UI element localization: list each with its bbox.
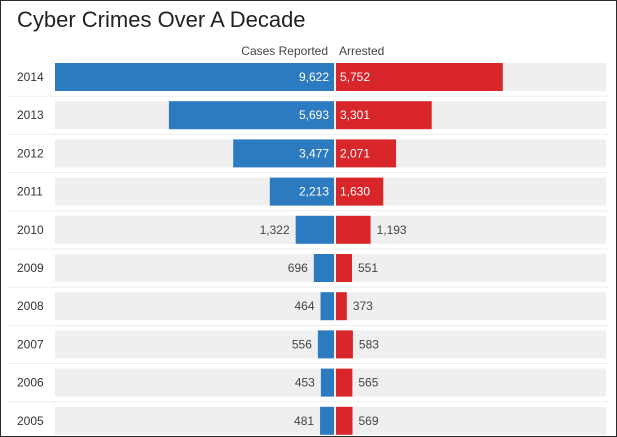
legend-arrested: Arrested [339, 44, 385, 58]
bar-cases-reported [168, 101, 334, 130]
year-label: 2005 [17, 414, 44, 428]
data-label-cases-reported: 1,322 [260, 223, 290, 237]
chart-title: Cyber Crimes Over A Decade [17, 7, 306, 32]
data-label-arrested: 565 [358, 376, 378, 390]
legend-cases-reported: Cases Reported [241, 44, 328, 58]
data-label-cases-reported: 556 [292, 337, 312, 351]
year-label: 2006 [17, 376, 44, 390]
data-label-cases-reported: 3,477 [299, 146, 329, 160]
data-label-arrested: 1,193 [377, 223, 407, 237]
year-label: 2014 [17, 70, 44, 84]
year-label: 2012 [17, 146, 44, 160]
bar-cases-reported [320, 368, 334, 397]
data-label-arrested: 1,630 [340, 185, 370, 199]
data-label-arrested: 551 [358, 261, 378, 275]
bar-cases-reported [313, 254, 334, 282]
bar-arrested [336, 63, 503, 91]
bar-cases-reported [55, 63, 334, 91]
data-label-cases-reported: 9,622 [299, 70, 329, 84]
bar-cases-reported [320, 406, 334, 435]
bar-arrested [336, 177, 384, 206]
data-label-cases-reported: 5,693 [299, 108, 329, 122]
data-label-cases-reported: 481 [294, 414, 314, 428]
bar-arrested [336, 330, 353, 359]
bar-cases-reported [320, 292, 334, 321]
year-label: 2013 [17, 108, 44, 122]
bar-arrested [336, 292, 347, 321]
data-label-arrested: 583 [359, 337, 379, 351]
data-label-cases-reported: 453 [295, 376, 315, 390]
data-label-arrested: 2,071 [340, 146, 370, 160]
bar-arrested [336, 254, 352, 282]
bar-cases-reported [317, 330, 334, 359]
year-label: 2008 [17, 299, 44, 313]
data-label-cases-reported: 696 [288, 261, 308, 275]
data-label-arrested: 373 [353, 299, 373, 313]
bar-arrested [336, 139, 397, 168]
bar-arrested [336, 406, 353, 435]
bar-cases-reported [295, 215, 334, 244]
bar-arrested [336, 215, 371, 244]
bar-arrested [336, 368, 353, 397]
data-label-cases-reported: 464 [295, 299, 315, 313]
bar-cases-reported [233, 139, 334, 168]
data-label-cases-reported: 2,213 [299, 185, 329, 199]
year-label: 2010 [17, 223, 44, 237]
data-label-arrested: 569 [358, 414, 378, 428]
data-label-arrested: 3,301 [340, 108, 370, 122]
data-label-arrested: 5,752 [340, 70, 370, 84]
bar-arrested [336, 101, 432, 130]
year-label: 2007 [17, 337, 44, 351]
year-label: 2011 [17, 185, 43, 199]
year-label: 2009 [17, 261, 44, 275]
bar-cases-reported [269, 177, 334, 206]
